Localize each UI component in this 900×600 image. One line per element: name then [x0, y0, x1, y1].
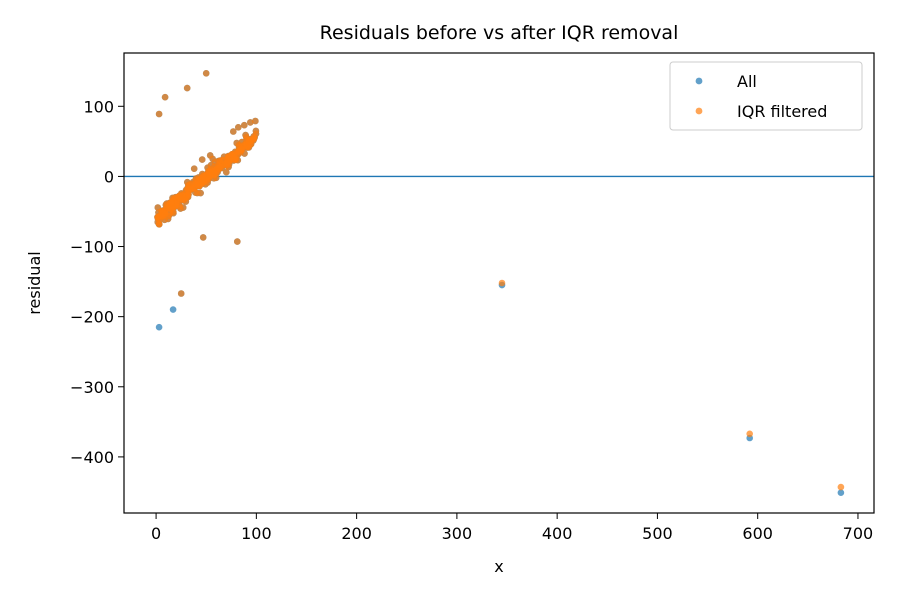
data-point — [252, 117, 259, 125]
data-point — [161, 216, 168, 224]
data-point — [242, 131, 249, 139]
data-point — [250, 137, 257, 144]
data-point — [207, 161, 215, 169]
data-point — [185, 191, 192, 198]
data-point — [746, 430, 753, 438]
series-iqr-filtered — [154, 70, 845, 491]
data-point — [212, 174, 220, 182]
data-point — [252, 127, 260, 135]
data-point — [837, 483, 845, 491]
data-point — [231, 148, 239, 156]
y-tick-label: 0 — [104, 167, 114, 186]
data-point — [223, 161, 230, 168]
y-tick-label: −200 — [70, 308, 114, 327]
data-point — [230, 128, 237, 135]
data-point — [498, 279, 506, 287]
data-point — [198, 156, 206, 163]
x-tick-label: 200 — [341, 524, 372, 543]
data-point — [176, 195, 184, 202]
data-point — [161, 93, 169, 101]
x-tick-label: 300 — [442, 524, 473, 543]
x-axis-label: x — [494, 557, 503, 576]
y-tick-label: −300 — [70, 378, 114, 397]
x-tick-label: 100 — [241, 524, 272, 543]
data-point — [199, 234, 207, 241]
data-point — [234, 238, 241, 245]
legend-label-all: All — [737, 72, 757, 91]
data-point — [159, 210, 167, 218]
y-tick-label: 100 — [83, 97, 114, 116]
y-axis-label: residual — [25, 251, 44, 314]
legend: All IQR filtered — [669, 61, 863, 131]
data-point — [155, 323, 163, 331]
data-point — [235, 124, 242, 131]
data-point — [190, 165, 198, 172]
legend-label-iqr-filtered: IQR filtered — [737, 102, 827, 121]
data-point — [184, 185, 191, 192]
data-point — [202, 70, 210, 77]
x-axis-ticks: 0 100 200 300 400 500 600 700 — [151, 513, 873, 543]
data-point — [155, 220, 163, 228]
x-tick-label: 600 — [742, 524, 773, 543]
data-point — [167, 199, 175, 207]
data-point — [230, 153, 238, 161]
legend-box — [669, 61, 863, 131]
data-point — [237, 149, 244, 156]
data-point — [155, 110, 163, 118]
legend-marker-iqr-filtered — [695, 107, 703, 115]
data-point — [218, 163, 225, 170]
data-point — [190, 180, 198, 188]
x-tick-label: 0 — [151, 524, 161, 543]
data-point — [206, 152, 214, 159]
y-tick-label: −100 — [70, 238, 114, 257]
x-tick-label: 400 — [542, 524, 573, 543]
legend-marker-all — [695, 77, 703, 85]
data-point — [183, 84, 191, 92]
data-point — [177, 290, 185, 297]
data-point — [170, 208, 177, 216]
data-point — [247, 119, 254, 126]
chart-title: Residuals before vs after IQR removal — [320, 22, 679, 44]
data-point — [223, 168, 230, 176]
data-point — [197, 189, 204, 197]
x-tick-label: 500 — [642, 524, 673, 543]
y-axis-ticks: 100 0 −100 −200 −300 −400 — [70, 97, 124, 467]
data-point — [243, 141, 250, 148]
data-point — [241, 121, 248, 129]
y-tick-label: −400 — [70, 448, 114, 467]
data-point — [205, 167, 212, 175]
x-tick-label: 700 — [843, 524, 874, 543]
data-point — [169, 306, 177, 313]
axes-frame — [123, 52, 875, 514]
data-point — [837, 489, 845, 497]
data-point — [195, 174, 202, 181]
points-layer — [154, 70, 845, 497]
